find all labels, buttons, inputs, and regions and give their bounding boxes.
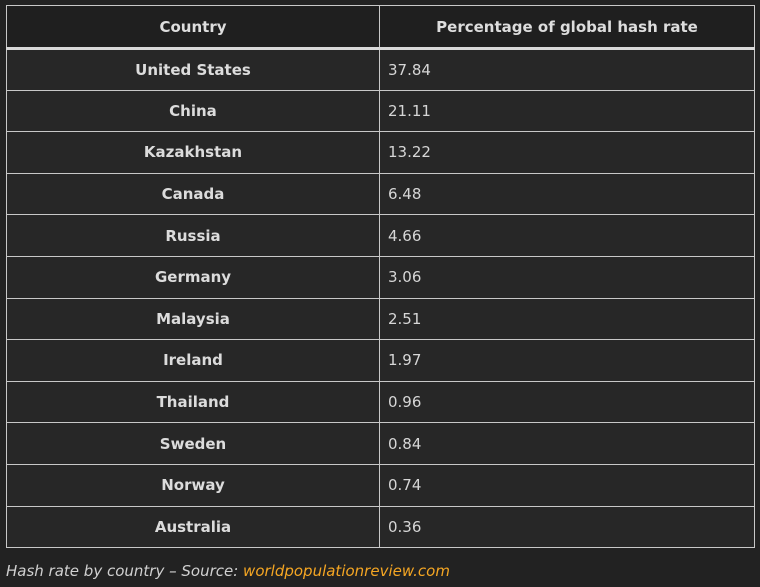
table-row: China 21.11 (6, 89, 755, 133)
country-cell: Norway (6, 463, 380, 507)
table-row: Malaysia 2.51 (6, 297, 755, 341)
table-row: Germany 3.06 (6, 255, 755, 299)
table-row: Kazakhstan 13.22 (6, 131, 755, 174)
table-header: Country Percentage of global hash rate (6, 5, 755, 49)
country-cell: Australia (6, 505, 380, 549)
table-row: Thailand 0.96 (6, 380, 755, 424)
percentage-cell: 3.06 (379, 255, 755, 299)
table-row: Ireland 1.97 (6, 339, 755, 382)
country-cell: Germany (6, 255, 380, 299)
table-row: Australia 0.36 (6, 505, 755, 549)
percentage-cell: 21.11 (379, 89, 755, 133)
percentage-cell: 6.48 (379, 172, 755, 216)
percentage-cell: 13.22 (379, 131, 755, 174)
country-cell: Canada (6, 172, 380, 216)
table-row: Norway 0.74 (6, 463, 755, 507)
country-cell: Malaysia (6, 297, 380, 341)
table-body: United States 37.84 China 21.11 Kazakhst… (6, 48, 755, 549)
percentage-cell: 1.97 (379, 339, 755, 382)
source-link[interactable]: worldpopulationreview.com (243, 562, 450, 580)
percentage-cell: 2.51 (379, 297, 755, 341)
country-cell: Thailand (6, 380, 380, 424)
country-cell: Russia (6, 214, 380, 257)
table-row: Sweden 0.84 (6, 422, 755, 465)
percentage-cell: 4.66 (379, 214, 755, 257)
table-row: United States 37.84 (6, 48, 755, 91)
country-cell: China (6, 89, 380, 133)
header-percentage: Percentage of global hash rate (379, 5, 755, 49)
hash-rate-table: Country Percentage of global hash rate U… (6, 5, 755, 549)
table-row: Russia 4.66 (6, 214, 755, 257)
country-cell: Sweden (6, 422, 380, 465)
country-cell: Ireland (6, 339, 380, 382)
percentage-cell: 0.84 (379, 422, 755, 465)
percentage-cell: 0.96 (379, 380, 755, 424)
caption-text: Hash rate by country – Source: (6, 562, 244, 580)
percentage-cell: 0.74 (379, 463, 755, 507)
header-country: Country (6, 5, 380, 49)
percentage-cell: 37.84 (379, 48, 755, 91)
percentage-cell: 0.36 (379, 505, 755, 549)
country-cell: United States (6, 48, 380, 91)
country-cell: Kazakhstan (6, 131, 380, 174)
header-row: Country Percentage of global hash rate (6, 5, 755, 49)
table-caption: Hash rate by country – Source: worldpopu… (6, 562, 450, 580)
table-row: Canada 6.48 (6, 172, 755, 216)
